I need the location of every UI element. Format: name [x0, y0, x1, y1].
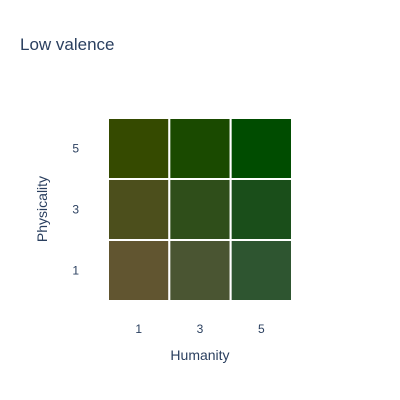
x-axis-ticks: 1 3 5 [135, 322, 265, 336]
heatmap-cell-x1-y5 [107, 117, 171, 180]
heatmap-cells [107, 117, 293, 302]
heatmap-cell-x3-y5 [168, 117, 232, 180]
heatmap-cell-x5-y1 [229, 239, 293, 302]
x-tick-label: 5 [258, 322, 265, 336]
heatmap-cell-x3-y3 [168, 178, 232, 241]
heatmap-cell-x3-y1 [168, 239, 232, 302]
y-tick-label: 1 [72, 264, 79, 278]
y-axis-ticks: 1 3 5 [72, 142, 79, 278]
y-axis-title: Physicality [34, 176, 50, 242]
heatmap-cell-x1-y3 [107, 178, 171, 241]
y-tick-label: 3 [72, 203, 79, 217]
heatmap-cell-x5-y3 [229, 178, 293, 241]
x-tick-label: 1 [135, 322, 142, 336]
heatmap-cell-x1-y1 [107, 239, 171, 302]
x-axis-title: Humanity [170, 347, 229, 363]
x-tick-label: 3 [197, 322, 204, 336]
y-tick-label: 5 [72, 142, 79, 156]
chart-title: Low valence [20, 35, 115, 54]
heatmap-cell-x5-y5 [229, 117, 293, 180]
